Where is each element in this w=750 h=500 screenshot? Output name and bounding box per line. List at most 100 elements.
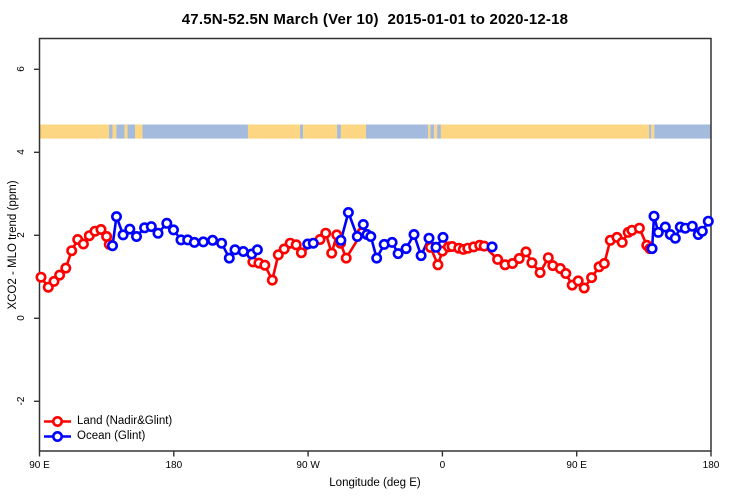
land-data-point bbox=[534, 267, 546, 279]
land-data-point bbox=[572, 275, 584, 287]
land-data-point bbox=[432, 259, 444, 271]
ocean-data-point bbox=[216, 237, 228, 249]
x-axis-label: Longitude (deg E) bbox=[329, 477, 421, 489]
ocean-data-point bbox=[659, 221, 671, 233]
land-data-point bbox=[77, 238, 89, 250]
land-data-point bbox=[492, 253, 504, 265]
land-data-point bbox=[266, 274, 278, 286]
land-data-point bbox=[616, 236, 628, 248]
ocean-data-point bbox=[365, 231, 377, 243]
ocean-data-point bbox=[124, 223, 136, 235]
ocean-data-point bbox=[342, 207, 354, 219]
y-tick-label: 6 bbox=[16, 66, 27, 73]
ocean-data-point bbox=[152, 227, 164, 239]
land-data-point bbox=[54, 269, 66, 281]
plot-frame bbox=[38, 37, 712, 452]
ocean-data-point bbox=[686, 220, 698, 232]
ocean-data-point bbox=[117, 229, 129, 241]
land-band-segment bbox=[303, 124, 338, 139]
x-tick-label: 90 W bbox=[296, 460, 320, 471]
ocean-band-segment bbox=[109, 124, 113, 139]
land-data-point bbox=[259, 259, 271, 271]
x-tick-label: 90 E bbox=[566, 460, 587, 471]
ocean-data-point bbox=[371, 252, 383, 264]
ocean-data-point bbox=[437, 231, 449, 243]
ocean-data-point bbox=[131, 231, 143, 243]
x-tick-label: 90 E bbox=[29, 460, 50, 471]
legend-label-ocean: Ocean (Glint) bbox=[77, 430, 146, 442]
land-data-point bbox=[35, 271, 47, 283]
ocean-data-point bbox=[400, 243, 412, 255]
ocean-data-point bbox=[335, 234, 347, 246]
land-data-point bbox=[60, 262, 72, 274]
ocean-band-segment bbox=[649, 124, 652, 139]
ocean-data-point bbox=[351, 231, 363, 243]
land-data-point bbox=[290, 239, 302, 251]
ocean-band-segment bbox=[116, 124, 125, 139]
land-data-point bbox=[326, 247, 338, 259]
land-data-point bbox=[340, 252, 352, 264]
ocean-data-point bbox=[223, 252, 235, 264]
y-tick-label: 0 bbox=[16, 315, 27, 322]
ocean-data-point bbox=[357, 219, 369, 231]
land-band-segment bbox=[112, 124, 117, 139]
land-data-point bbox=[526, 257, 538, 269]
land-band-segment bbox=[440, 124, 650, 139]
ocean-data-point bbox=[415, 250, 427, 262]
land-data-point bbox=[633, 222, 645, 234]
land-data-point bbox=[320, 227, 332, 239]
land-data-point bbox=[513, 253, 525, 265]
land-data-point bbox=[586, 272, 598, 284]
ocean-data-point bbox=[207, 234, 219, 246]
ocean-data-point bbox=[161, 217, 173, 229]
ocean-data-point bbox=[168, 224, 180, 236]
land-data-point bbox=[295, 247, 307, 259]
legend-marker-land bbox=[51, 415, 63, 427]
y-tick-label: 2 bbox=[16, 232, 27, 239]
y-tick-label: 4 bbox=[16, 149, 27, 156]
ocean-data-point bbox=[652, 226, 664, 238]
ocean-data-point bbox=[486, 241, 498, 253]
land-data-point bbox=[560, 267, 572, 279]
land-band-segment bbox=[434, 124, 438, 139]
land-band-segment bbox=[135, 124, 143, 139]
ocean-band-segment bbox=[337, 124, 341, 139]
land-data-point bbox=[598, 257, 610, 269]
legend-label-land: Land (Nadir&Glint) bbox=[77, 415, 173, 427]
land-band-segment bbox=[340, 124, 366, 139]
land-band-segment bbox=[651, 124, 655, 139]
x-tick-label: 180 bbox=[702, 460, 720, 471]
ocean-data-point bbox=[307, 237, 319, 249]
ocean-band-segment bbox=[142, 124, 248, 139]
ocean-data-point bbox=[392, 248, 404, 260]
ocean-band-segment bbox=[654, 124, 711, 139]
land-band-segment bbox=[428, 124, 431, 139]
ocean-band-segment bbox=[437, 124, 441, 139]
land-data-point bbox=[578, 282, 590, 294]
chart-title: 47.5N-52.5N March (Ver 10) 2015-01-01 to… bbox=[181, 11, 569, 28]
ocean-data-point bbox=[111, 211, 123, 223]
ocean-data-point bbox=[386, 236, 398, 248]
ocean-data-point bbox=[669, 232, 681, 244]
ocean-data-point bbox=[423, 232, 435, 244]
ocean-data-point bbox=[696, 225, 708, 237]
ocean-data-point bbox=[251, 244, 263, 256]
ocean-data-point bbox=[408, 229, 420, 241]
ocean-data-point bbox=[648, 210, 660, 222]
ocean-data-point bbox=[188, 236, 200, 248]
land-data-point bbox=[95, 224, 107, 236]
ocean-band-segment bbox=[430, 124, 435, 139]
x-tick-label: 0 bbox=[439, 460, 446, 471]
land-band-segment bbox=[124, 124, 128, 139]
ocean-data-point bbox=[107, 240, 119, 252]
y-tick-label: -2 bbox=[16, 396, 27, 406]
ocean-band-segment bbox=[365, 124, 429, 139]
ocean-data-point bbox=[702, 215, 714, 227]
ocean-data-point bbox=[646, 243, 658, 255]
land-band-segment bbox=[39, 124, 110, 139]
ocean-data-point bbox=[229, 244, 241, 256]
x-tick-label: 180 bbox=[165, 460, 183, 471]
legend-marker-ocean bbox=[51, 430, 63, 442]
